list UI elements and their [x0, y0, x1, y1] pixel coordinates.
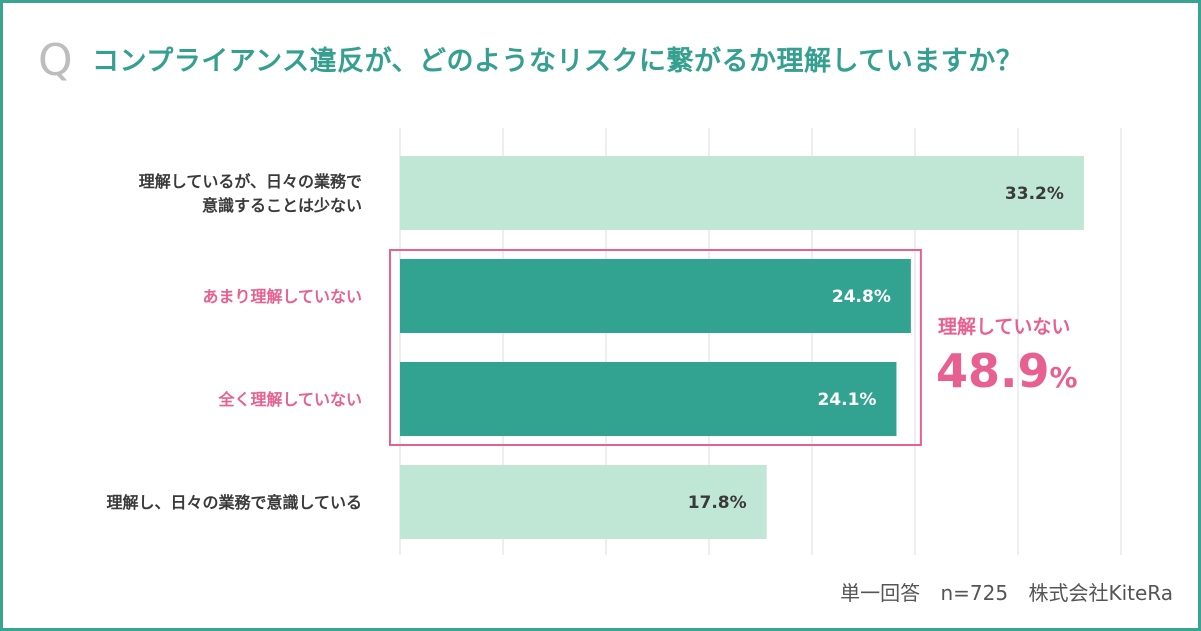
category-label: 理解し、日々の業務で意識している — [106, 493, 362, 512]
sample-size: n=725 — [940, 581, 1009, 605]
question-mark-icon: Q — [38, 35, 73, 86]
question-title: コンプライアンス違反が、どのようなリスクに繋がるか理解していますか？ — [92, 46, 1024, 77]
data-label: 24.1% — [817, 390, 876, 410]
category-label: 意識することは少ない — [202, 196, 362, 215]
data-label: 33.2% — [1005, 184, 1064, 204]
category-label: 理解しているが、日々の業務で — [139, 172, 362, 191]
category-label: 全く理解していない — [217, 390, 362, 409]
bar — [400, 362, 897, 436]
answer-type: 単一回答 — [840, 581, 921, 605]
summary-number: 48.9 — [936, 344, 1050, 398]
category-label: あまり理解していない — [202, 287, 362, 306]
data-label: 24.8% — [832, 287, 891, 307]
summary-value: 48.9% — [936, 340, 1078, 413]
highlight-box — [389, 249, 922, 446]
data-label: 17.8% — [688, 493, 747, 513]
summary-label: 理解していない — [938, 316, 1071, 338]
summary-unit: % — [1049, 361, 1078, 394]
bar — [400, 259, 911, 333]
bar — [400, 156, 1084, 230]
company-name: 株式会社KiteRa — [1028, 581, 1173, 605]
footer: 単一回答 n=725 株式会社KiteRa — [826, 577, 1173, 606]
bar — [400, 465, 767, 539]
